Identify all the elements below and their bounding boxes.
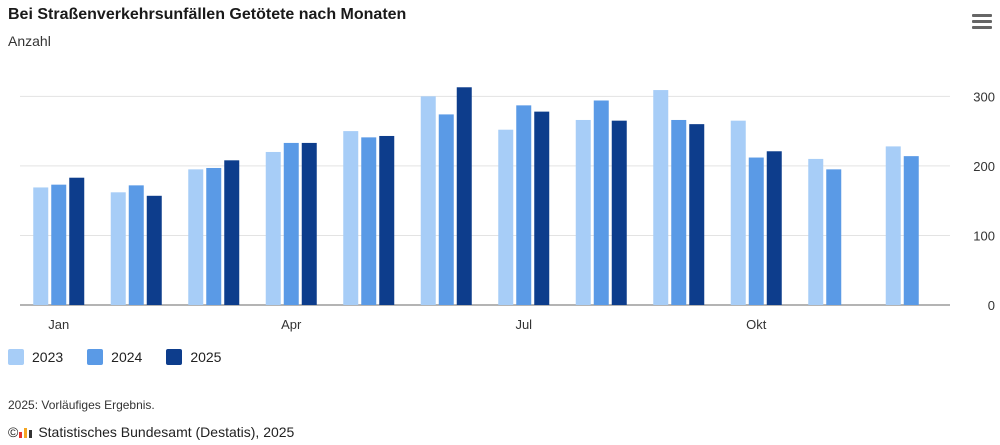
y-tick-label-200: 200	[973, 159, 995, 174]
bar-2025-Mär[interactable]	[224, 160, 240, 305]
y-tick-label-0: 0	[988, 298, 995, 313]
source-line: © Statistisches Bundesamt (Destatis), 20…	[8, 424, 294, 440]
footnote: 2025: Vorläufiges Ergebnis.	[8, 398, 155, 412]
bar-2024-Jun[interactable]	[438, 114, 454, 305]
bar-2023-Mär[interactable]	[188, 169, 204, 305]
bar-2023-Aug[interactable]	[575, 119, 591, 305]
bar-2024-Sep[interactable]	[671, 119, 687, 305]
bar-2023-Nov[interactable]	[808, 158, 824, 305]
bar-2025-Jan[interactable]	[69, 177, 85, 305]
bar-2025-Okt[interactable]	[766, 151, 782, 305]
bar-2025-Apr[interactable]	[301, 142, 317, 305]
bar-2023-Jan[interactable]	[33, 187, 49, 305]
y-tick-label-100: 100	[973, 228, 995, 243]
bar-2025-Jun[interactable]	[456, 87, 472, 306]
bar-2025-Jul[interactable]	[534, 111, 550, 305]
bar-2024-Mai[interactable]	[361, 137, 377, 305]
bar-2025-Sep[interactable]	[689, 124, 705, 305]
bar-2024-Feb[interactable]	[128, 185, 144, 305]
bar-2025-Mai[interactable]	[379, 135, 395, 305]
bar-2024-Okt[interactable]	[748, 157, 764, 305]
legend-swatch-2023	[8, 349, 24, 365]
bar-2024-Aug[interactable]	[593, 100, 609, 306]
source-text: Statistisches Bundesamt (Destatis), 2025	[38, 424, 295, 440]
legend-swatch-2024	[87, 349, 104, 365]
destatis-logo-icon	[18, 426, 34, 438]
chart-legend: 2023 2024 2025	[8, 349, 245, 365]
legend-item-2023[interactable]: 2023	[8, 349, 63, 365]
y-tick-label-300: 300	[973, 89, 995, 104]
bar-2024-Apr[interactable]	[283, 142, 299, 305]
bar-2023-Dez[interactable]	[885, 146, 901, 305]
bar-2025-Aug[interactable]	[611, 120, 627, 305]
chart-subtitle: Anzahl	[8, 33, 51, 49]
bar-2024-Jan[interactable]	[51, 184, 67, 305]
hamburger-menu-icon[interactable]	[972, 14, 992, 32]
chart-title: Bei Straßenverkehrsunfällen Getötete nac…	[8, 6, 407, 23]
bar-2025-Feb[interactable]	[146, 195, 162, 305]
x-tick-label-Jul: Jul	[515, 317, 532, 332]
bar-2023-Jul[interactable]	[498, 129, 514, 305]
bar-2023-Sep[interactable]	[653, 90, 669, 305]
x-tick-label-Apr: Apr	[281, 317, 302, 332]
x-tick-label-Jan: Jan	[48, 317, 69, 332]
x-tick-label-Okt: Okt	[746, 317, 767, 332]
bar-2023-Feb[interactable]	[110, 192, 126, 305]
bar-2024-Mär[interactable]	[206, 167, 222, 305]
bar-2024-Nov[interactable]	[826, 169, 842, 305]
legend-item-2024[interactable]: 2024	[87, 349, 142, 365]
legend-swatch-2025	[166, 349, 183, 365]
copyright-symbol: ©	[8, 424, 19, 440]
bar-2023-Okt[interactable]	[730, 120, 746, 305]
legend-label-2023: 2023	[32, 349, 64, 365]
chart-plot-area: 0 100 200 300 Jan Apr Jul Okt	[20, 87, 995, 332]
legend-label-2024: 2024	[111, 349, 143, 365]
legend-item-2025[interactable]: 2025	[166, 349, 221, 365]
legend-label-2025: 2025	[190, 349, 222, 365]
bar-2023-Apr[interactable]	[265, 151, 281, 305]
bar-2023-Mai[interactable]	[343, 131, 359, 305]
bar-2024-Dez[interactable]	[903, 156, 919, 305]
bar-2023-Jun[interactable]	[420, 96, 436, 305]
bar-2024-Jul[interactable]	[516, 105, 532, 306]
